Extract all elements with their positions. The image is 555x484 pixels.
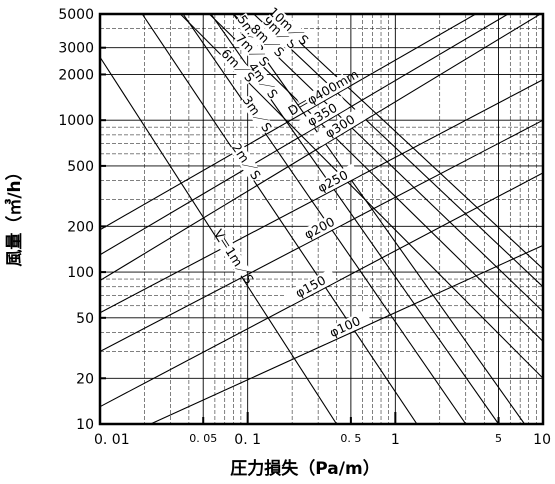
y-tick-label: 5000 [58, 7, 94, 23]
x-tick-label: 0. 05 [189, 432, 217, 445]
velocity-line [268, 14, 543, 270]
diameter-line [150, 244, 543, 424]
diameter-line [100, 172, 543, 408]
diameter-label: φ250 [315, 167, 350, 195]
y-tick-label: 200 [67, 219, 94, 235]
x-tick-label: 5 [495, 432, 502, 445]
y-axis-label: 風量（㎥/h） [4, 163, 25, 266]
series-lines [100, 14, 543, 424]
velocity-line [232, 14, 543, 312]
diameter-line [100, 14, 509, 256]
plot-frame [98, 12, 545, 426]
velocity-line [208, 14, 543, 342]
y-tick-label: 3000 [58, 41, 94, 57]
ticks: 10 20 50 100 200 500 1000 2000 3000 5000 0. 01 0. 0… [58, 7, 551, 448]
label-background [318, 309, 372, 345]
label-background [260, 14, 300, 52]
label-background [297, 73, 350, 112]
x-tick-label: 0. 1 [234, 432, 261, 448]
series-labels: D＝φ400mmφ350φ300φ250φ200φ150φ100V＝1m／S2m… [211, 4, 372, 345]
x-tick-label: 10 [533, 432, 551, 448]
diameter-label: φ200 [302, 214, 337, 242]
label-background [268, 7, 308, 46]
x-tick-label: 1 [391, 432, 400, 448]
x-axis-label: 圧力損失（Pa/m） [230, 458, 379, 479]
velocity-line [100, 56, 338, 424]
label-background [245, 60, 280, 102]
y-tick-label: 10 [76, 417, 94, 433]
diameter-line [100, 119, 543, 353]
label-background [239, 93, 275, 135]
label-background [218, 46, 257, 85]
velocity-line [210, 14, 499, 424]
label-background [247, 21, 287, 60]
velocity-label: V＝1m／S [211, 227, 257, 287]
y-tick-label: 2000 [58, 67, 94, 83]
label-background [228, 141, 263, 183]
y-tick-label: 50 [76, 311, 94, 327]
diameter-line [100, 14, 541, 281]
label-background [293, 210, 346, 247]
label-background [314, 107, 367, 146]
velocity-line [253, 14, 543, 288]
label-background [306, 163, 360, 200]
y-tick-label: 1000 [58, 113, 94, 129]
label-background [296, 95, 349, 135]
label-background [216, 236, 251, 278]
x-tick-label: 0. 01 [94, 432, 130, 448]
x-tick-label: 0. 5 [340, 432, 361, 445]
label-background [232, 31, 272, 70]
label-background [284, 268, 338, 306]
y-tick-label: 20 [76, 371, 94, 387]
velocity-line [141, 14, 418, 424]
grid [100, 14, 543, 424]
y-tick-label: 100 [67, 265, 94, 281]
diameter-line [100, 79, 543, 314]
diameter-label: φ150 [293, 272, 328, 300]
velocity-line [232, 14, 525, 424]
y-tick-label: 500 [67, 159, 94, 175]
velocity-line [182, 14, 467, 424]
